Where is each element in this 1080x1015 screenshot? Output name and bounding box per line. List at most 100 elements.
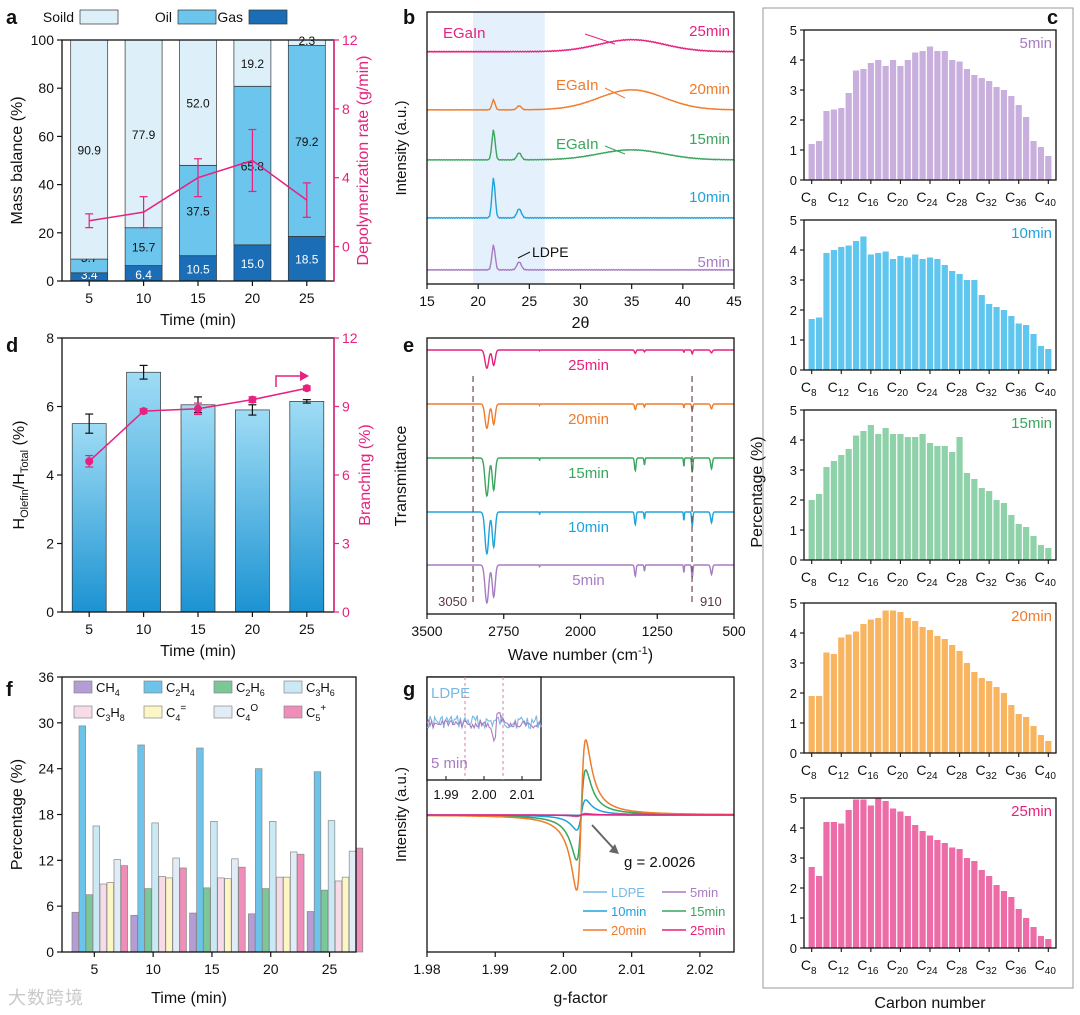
annotation-egain-20: EGaIn [556, 77, 599, 94]
branching-point [194, 404, 202, 413]
x-tick-label: C36 [1005, 379, 1027, 399]
tick-subscript: 24 [927, 388, 939, 399]
bar-c14-20min [852, 631, 860, 753]
tick-base: C [1005, 569, 1015, 585]
bar-c33-20min [993, 687, 1000, 753]
series-label-25min: 25min [689, 23, 730, 40]
panel-label-a: a [6, 7, 18, 29]
y-tick-label: 1 [790, 911, 797, 926]
bar-c17-15min [875, 434, 882, 560]
x-tick-label: C20 [887, 762, 909, 782]
label-subscript: 4 [175, 713, 180, 723]
bar-c37-10min [1023, 325, 1030, 370]
y2-tick-label: 12 [342, 32, 358, 48]
bar-c35-5min [1008, 96, 1015, 180]
tick-base: C [976, 379, 986, 395]
legend-swatch-C3H8 [73, 705, 93, 719]
data-label-soild-25: 2.3 [298, 34, 315, 48]
series-label-5min: 5min [572, 572, 605, 589]
bar-C3H6-20 [269, 821, 277, 953]
inset-curve-ldpe [426, 714, 542, 730]
bar-c22-20min [912, 621, 919, 753]
bar-c37-15min [1023, 527, 1030, 560]
bar-c12-25min [838, 823, 845, 948]
y2-tick-label: 12 [342, 330, 358, 346]
label-base: C [236, 680, 245, 695]
watermark: 大数跨境 [8, 988, 84, 1009]
bar-c9-10min [815, 317, 823, 370]
bar-CH4-20 [248, 913, 256, 953]
tick-base: C [976, 957, 986, 973]
bar-c13-10min [845, 245, 852, 370]
bar-c20-15min [897, 434, 904, 560]
tick-base: C [801, 189, 811, 205]
bar-C5+-25 [355, 847, 364, 953]
tick-subscript: 16 [867, 198, 879, 209]
legend-label-oil: Oil [155, 9, 172, 25]
x-tick-label: C12 [828, 379, 850, 399]
label-superscript: + [320, 703, 326, 714]
x-tick-label: C8 [801, 569, 817, 589]
series-label-10min: 10min [689, 189, 730, 206]
label-base: C [166, 705, 175, 720]
y-axis-label: Intensity (a.u.) [393, 100, 410, 195]
x-tick-label: 1.99 [482, 961, 509, 977]
bar-C3H6-10 [151, 822, 159, 953]
y-tick-label: 24 [38, 761, 54, 777]
bar-C4O-20 [290, 851, 298, 953]
axis-indicator-arrow [275, 375, 300, 387]
x-tick-label: C28 [946, 762, 968, 782]
tick-subscript: 40 [1045, 388, 1057, 399]
legend-label-C2H4: C2H4 [166, 680, 195, 698]
tick-subscript: 28 [956, 198, 968, 209]
bar-C2H4-15 [196, 747, 204, 953]
tick-base: C [916, 379, 926, 395]
y-tick-label: 2 [790, 686, 797, 701]
y-tick-label: 0 [790, 173, 797, 188]
legend-swatch-C4= [143, 705, 163, 719]
data-label-soild-5: 90.9 [78, 144, 102, 158]
bar-C5+-15 [238, 866, 246, 953]
bar-c21-15min [904, 437, 911, 560]
bar-c25-20min [934, 636, 941, 753]
bar-c34-15min [1000, 503, 1008, 560]
legend-label-5min: 5min [690, 885, 718, 900]
label-base: ) [648, 647, 653, 664]
plot-frame [426, 676, 735, 953]
panel-label-c: c [1047, 7, 1058, 29]
tick-base: C [857, 189, 867, 205]
bar-c17-25min [875, 798, 882, 948]
tick-base: C [1035, 379, 1045, 395]
bar-c36-10min [1015, 323, 1022, 370]
bar-c26-25min [941, 843, 948, 948]
bar-c8-10min [808, 319, 815, 370]
bar-c10-25min [823, 822, 830, 948]
x-tick-label: 500 [722, 623, 746, 639]
panel-label-g: g [403, 679, 415, 701]
bar-c23-15min [919, 434, 926, 560]
tick-base: C [1005, 379, 1015, 395]
y-tick-label: 3 [790, 83, 797, 98]
x-tick-label: C32 [976, 569, 998, 589]
bar-c28-25min [956, 849, 963, 948]
bar-c13-25min [845, 810, 852, 948]
x-tick-label: C36 [1005, 569, 1027, 589]
y-tick-label: 2 [790, 303, 797, 318]
bar-c34-10min [1000, 310, 1008, 370]
tick-base: C [946, 762, 956, 778]
x-tick-label: C36 [1005, 762, 1027, 782]
x-tick-label: C24 [916, 762, 938, 782]
bar-c15-25min [860, 799, 867, 948]
x-tick-label: C12 [828, 762, 850, 782]
tick-base: C [887, 379, 897, 395]
xrd-curve-25min [426, 38, 735, 53]
y-tick-label: 8 [46, 330, 54, 346]
tick-base: C [828, 762, 838, 778]
legend-swatch-CH4 [73, 680, 93, 694]
y-axis-label: Percentage (%) [749, 436, 766, 547]
legend-swatch-soild [79, 9, 119, 25]
bar-c20-25min [897, 811, 904, 948]
bar-c30-5min [971, 75, 978, 180]
x-tick-label: C12 [828, 569, 850, 589]
legend-swatch-C5+ [283, 705, 303, 719]
